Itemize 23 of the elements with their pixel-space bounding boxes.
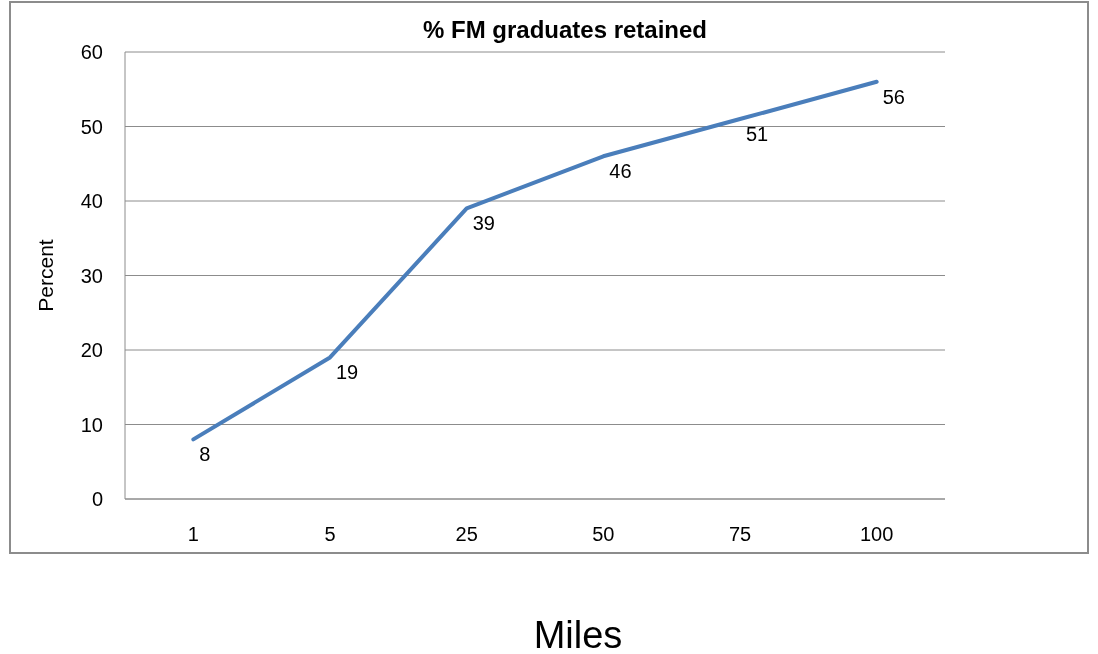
x-tick-label: 1 [187,523,199,545]
data-label: 51 [746,123,769,146]
data-label: 19 [336,361,359,384]
data-label: 8 [199,443,211,466]
data-label: 56 [882,85,905,108]
line-series [191,79,879,442]
y-tick-label: 0 [91,488,103,510]
y-axis-title: Percent [34,239,57,312]
y-tick-label: 60 [80,41,103,63]
data-label: 46 [609,160,632,183]
data-label: 39 [472,212,495,235]
y-tick-label: 20 [80,339,103,361]
y-tick-label: 10 [80,413,103,436]
x-tick-label: 25 [455,523,478,545]
x-tick-label: 50 [592,523,615,545]
x-tick-label: 5 [324,523,336,545]
x-axis-title: Miles [533,614,623,654]
y-tick-label: 50 [80,115,103,138]
x-tick-label: 100 [859,523,894,545]
y-tick-label: 30 [80,264,103,287]
x-tick-label: 75 [728,523,752,545]
chart-title: % FM graduates retained [422,16,708,43]
y-tick-label: 40 [80,190,103,212]
